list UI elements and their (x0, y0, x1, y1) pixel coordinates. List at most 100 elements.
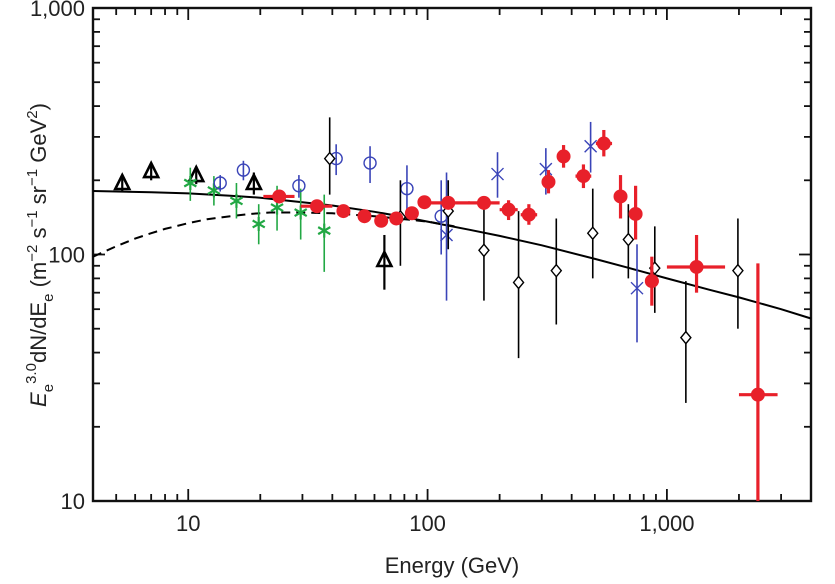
blue-crosses-point (584, 121, 598, 173)
red-filled-circles-point (389, 211, 404, 226)
black-diamonds-point (512, 211, 525, 359)
triangle-marker (187, 164, 206, 183)
green-asterisks-point (183, 167, 197, 201)
red-filled-circles-point (738, 263, 778, 501)
open-circle-marker (236, 163, 251, 177)
red-filled-circles-point (468, 195, 500, 210)
red-filled-circles-point (613, 175, 628, 219)
asterisk-stroke (229, 196, 244, 206)
red-filled-circles-point (374, 213, 389, 228)
diamond-marker (731, 263, 744, 278)
blue-circles-point (236, 160, 251, 181)
plot-frame (91, 6, 813, 503)
filled-circle-marker (476, 195, 491, 210)
open-circle-marker (213, 176, 227, 190)
diamond-marker (679, 330, 692, 345)
black-triangles-point (187, 164, 206, 185)
asterisk-stroke (270, 203, 284, 213)
cross-stroke (440, 228, 454, 242)
black-diamonds-point (586, 188, 599, 279)
green-asterisks-point (294, 188, 308, 240)
filled-circle-marker (596, 136, 611, 151)
black-triangles-point (113, 172, 132, 192)
asterisk-stroke (317, 226, 331, 236)
blue-crosses-point (440, 172, 454, 301)
filled-circle-marker (389, 211, 404, 226)
asterisk-stroke (183, 178, 197, 188)
x-axis-title: Energy (GeV) (385, 553, 520, 578)
green-asterisks-point (252, 204, 266, 245)
triangle-marker (113, 172, 132, 191)
green-asterisks-series (183, 167, 331, 272)
black-diamonds-point (442, 180, 455, 250)
open-circle-marker (363, 156, 377, 170)
red-filled-circles-point (263, 189, 295, 204)
red-filled-circles-point (300, 199, 333, 214)
diamond-marker (478, 243, 490, 258)
filled-circle-marker (357, 209, 372, 224)
filled-circle-marker (272, 189, 287, 204)
black-diamonds-point (731, 218, 744, 329)
y-tick-label: 100 (48, 243, 85, 268)
filled-circle-marker (404, 206, 419, 221)
filled-circle-marker (576, 169, 591, 184)
filled-circle-marker (309, 199, 324, 214)
asterisk-stroke (294, 208, 308, 217)
red-filled-circles-point (595, 129, 613, 157)
cross-stroke (584, 139, 598, 153)
data-series (113, 117, 778, 501)
blue-circles-point (363, 146, 377, 184)
triangle-marker (142, 160, 161, 179)
blue-circles-point (292, 175, 306, 198)
blue-crosses-point (630, 244, 644, 343)
black-triangles-point (375, 234, 394, 290)
black-triangles-point (142, 160, 161, 181)
filled-circle-marker (336, 204, 351, 219)
black-triangles-series (113, 160, 394, 290)
red-filled-circles-point (541, 170, 556, 194)
y-tick-label: 10 (61, 489, 85, 514)
green-asterisks-point (207, 176, 221, 206)
black-diamonds-point (550, 218, 563, 325)
y-tick-label: 1,000 (30, 0, 85, 21)
open-circle-marker (292, 179, 306, 193)
black-triangles-point (244, 172, 263, 195)
filled-circle-marker (689, 259, 704, 274)
x-tick-label: 100 (409, 511, 446, 536)
red-filled-circles-point (628, 185, 643, 240)
x-tick-label: 10 (176, 511, 200, 536)
cross-stroke (539, 162, 553, 176)
black-diamonds-point (679, 281, 692, 403)
black-diamonds-point (622, 204, 635, 279)
filled-circle-marker (441, 195, 456, 210)
filled-circle-marker (374, 213, 389, 228)
red-filled-circles-point (499, 200, 518, 221)
diamond-marker (323, 151, 336, 166)
blue-crosses-point (491, 152, 505, 198)
blue-circles-point (213, 175, 227, 192)
triangle-marker (375, 249, 394, 268)
red-filled-circles-point (404, 206, 419, 221)
filled-circle-marker (644, 274, 659, 289)
black-diamonds-point (478, 207, 490, 301)
filled-circle-marker (628, 206, 643, 221)
cross-stroke (630, 281, 644, 295)
filled-circle-marker (556, 149, 571, 164)
red-filled-circles-series (263, 129, 778, 501)
plot-area (91, 6, 813, 503)
black-diamonds-point (323, 117, 336, 195)
filled-circle-marker (541, 174, 556, 189)
red-filled-circles-point (520, 204, 538, 225)
filled-circle-marker (501, 202, 516, 217)
blue-crosses-series (440, 121, 644, 343)
red-filled-circles-point (336, 204, 351, 219)
cross-stroke (491, 167, 505, 181)
filled-circle-marker (750, 387, 765, 402)
green-asterisks-point (229, 183, 244, 219)
blue-circles-point (434, 180, 448, 255)
red-filled-circles-point (427, 195, 470, 210)
red-filled-circles-point (666, 234, 726, 293)
red-filled-circles-point (644, 256, 659, 306)
tick-labels: 10 100 1,000 10 100 1,000 (30, 0, 695, 536)
axis-ticks (92, 7, 812, 502)
